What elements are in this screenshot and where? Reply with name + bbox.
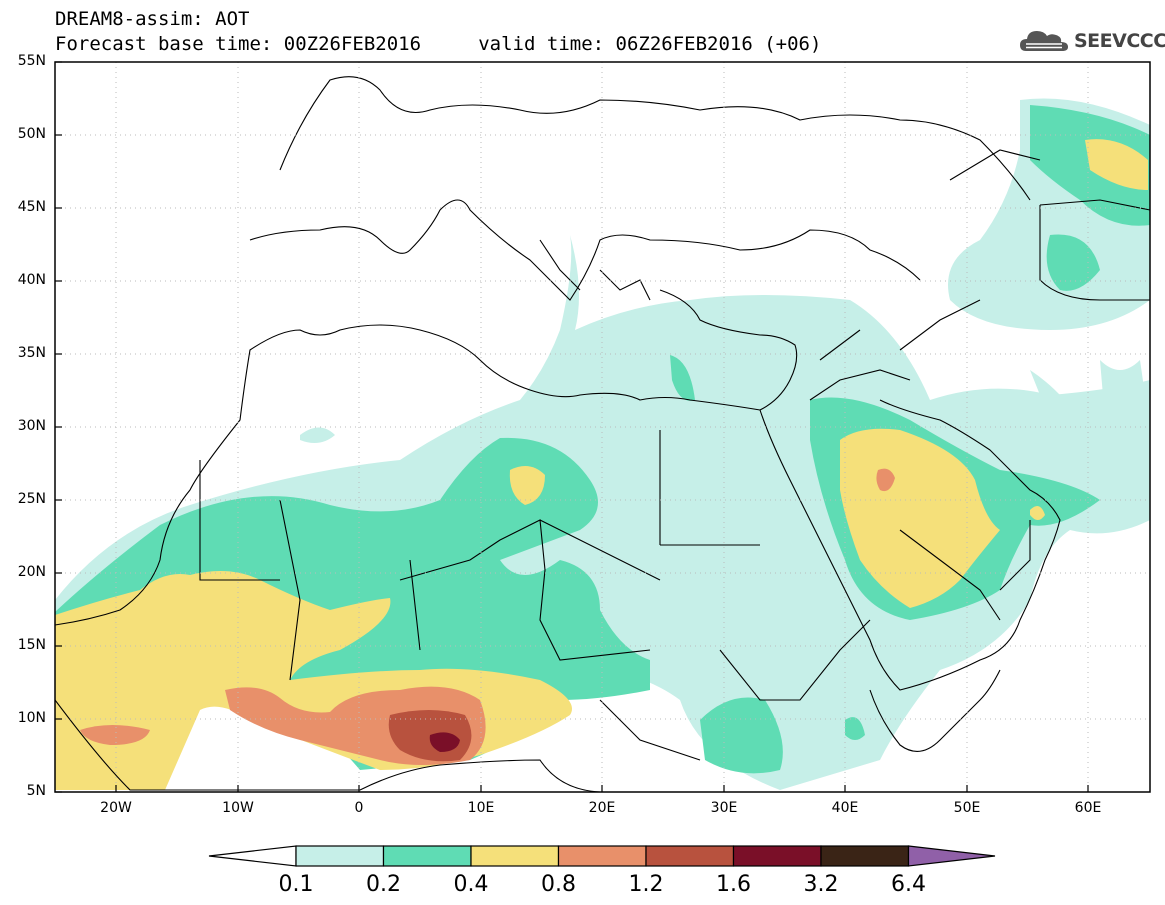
colorbar-over-arrow [907, 845, 996, 867]
colorbar-label: 1.2 [628, 872, 664, 897]
lon-label: 40E [831, 800, 859, 816]
colorbar-label: 0.1 [278, 872, 314, 897]
colorbar-label: 1.6 [716, 872, 751, 897]
colorbar-swatch [645, 845, 735, 867]
coastlines-and-borders [55, 76, 1150, 792]
lat-label: 30N [17, 418, 46, 434]
colorbar-label: 0.2 [366, 872, 401, 897]
colorbar-label: 0.4 [453, 872, 489, 897]
lon-label: 50E [953, 800, 981, 816]
lon-label: 10E [467, 800, 495, 816]
colorbar-swatch [295, 845, 385, 867]
colorbar-under-arrow [208, 845, 297, 867]
colorbar-label: 0.8 [541, 872, 576, 897]
lat-label: 20N [17, 564, 46, 580]
aot-band-1.6 [429, 732, 460, 752]
lat-label: 50N [17, 126, 46, 142]
map-title: DREAM8-assim: AOT [55, 8, 250, 30]
lat-label: 40N [17, 272, 46, 288]
colorbar [208, 845, 996, 867]
colorbar-swatch [470, 845, 560, 867]
lat-label: 15N [17, 637, 46, 653]
forecast-times: Forecast base time: 00Z26FEB2016 valid t… [55, 33, 822, 55]
lon-label: 20W [100, 800, 132, 816]
lat-label: 55N [17, 53, 46, 69]
colorbar-label: 6.4 [891, 872, 926, 897]
lon-label: 20E [588, 800, 616, 816]
cloud-icon [1020, 31, 1068, 51]
lat-label: 5N [26, 783, 46, 799]
graticule [55, 62, 1150, 792]
colorbar-swatch [382, 845, 472, 867]
lat-label: 35N [17, 345, 46, 361]
lon-label: 60E [1074, 800, 1102, 816]
seevccc-logo: SEEVCCC [1018, 26, 1165, 56]
lon-label: 0 [354, 800, 364, 816]
lat-label: 25N [17, 491, 46, 507]
lon-label: 10W [222, 800, 254, 816]
logo-text: SEEVCCC [1074, 30, 1165, 52]
colorbar-swatch [557, 845, 647, 867]
aot-contour-fields [55, 76, 1150, 792]
axis-ticks [55, 61, 1089, 793]
lat-label: 10N [17, 710, 46, 726]
colorbar-label: 3.2 [803, 872, 839, 897]
lon-label: 30E [710, 800, 738, 816]
colorbar-swatch [820, 845, 910, 867]
lat-label: 45N [17, 199, 46, 215]
colorbar-swatch [732, 845, 822, 867]
